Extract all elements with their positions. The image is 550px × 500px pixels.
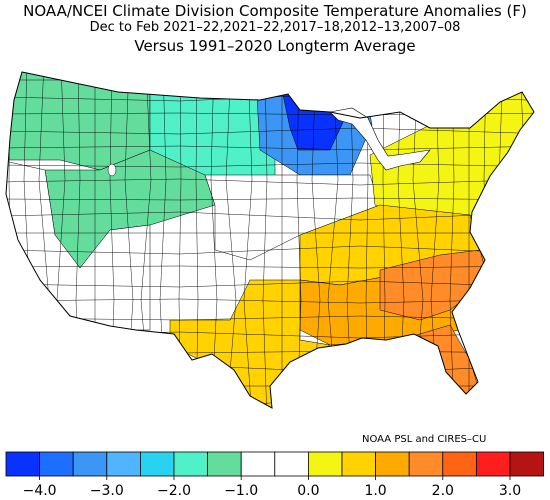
legend-swatch xyxy=(475,451,511,477)
us-climate-division-map xyxy=(5,71,535,409)
great-salt-lake xyxy=(107,163,117,177)
legend-swatch xyxy=(106,451,141,477)
legend-swatch xyxy=(240,451,276,477)
legend-swatch xyxy=(5,451,40,477)
legend-swatch xyxy=(139,451,175,477)
map-title: NOAA/NCEI Climate Division Composite Tem… xyxy=(23,2,527,20)
legend-swatch xyxy=(408,451,444,477)
legend-tick-label: −1.0 xyxy=(224,483,258,499)
legend-swatch xyxy=(341,451,376,477)
legend-tick-label: 0.0 xyxy=(297,483,319,499)
legend-tick-label: 3.0 xyxy=(499,483,521,499)
legend-swatch xyxy=(173,451,208,477)
great-lakes xyxy=(329,107,431,171)
region-northwest xyxy=(6,72,151,171)
legend-swatch xyxy=(207,451,242,477)
legend-swatch xyxy=(442,451,477,477)
credit-label: NOAA PSL and CIRES–CU xyxy=(362,434,487,445)
color-legend: −4.0−3.0−2.0−1.00.01.02.03.04.0 xyxy=(5,451,544,499)
region-florida xyxy=(399,324,483,401)
map-subtitle-seasons: Dec to Feb 2021–22,2021–22,2017–18,2012–… xyxy=(89,20,461,35)
legend-swatch xyxy=(307,451,343,477)
legend-tick-label: 1.0 xyxy=(364,483,386,499)
map-subtitle-baseline: Versus 1991–2020 Longterm Average xyxy=(134,37,416,55)
legend-swatch xyxy=(39,451,74,477)
legend-tick-label: −3.0 xyxy=(90,483,124,499)
legend-swatch xyxy=(72,451,108,477)
us-outline xyxy=(5,71,535,409)
legend-swatch xyxy=(375,451,410,477)
legend-tick-label: −4.0 xyxy=(23,483,57,499)
legend-swatch xyxy=(509,451,544,477)
legend-tick-label: −2.0 xyxy=(157,483,191,499)
legend-tick-label: 2.0 xyxy=(432,483,454,499)
legend-swatch xyxy=(274,451,309,477)
